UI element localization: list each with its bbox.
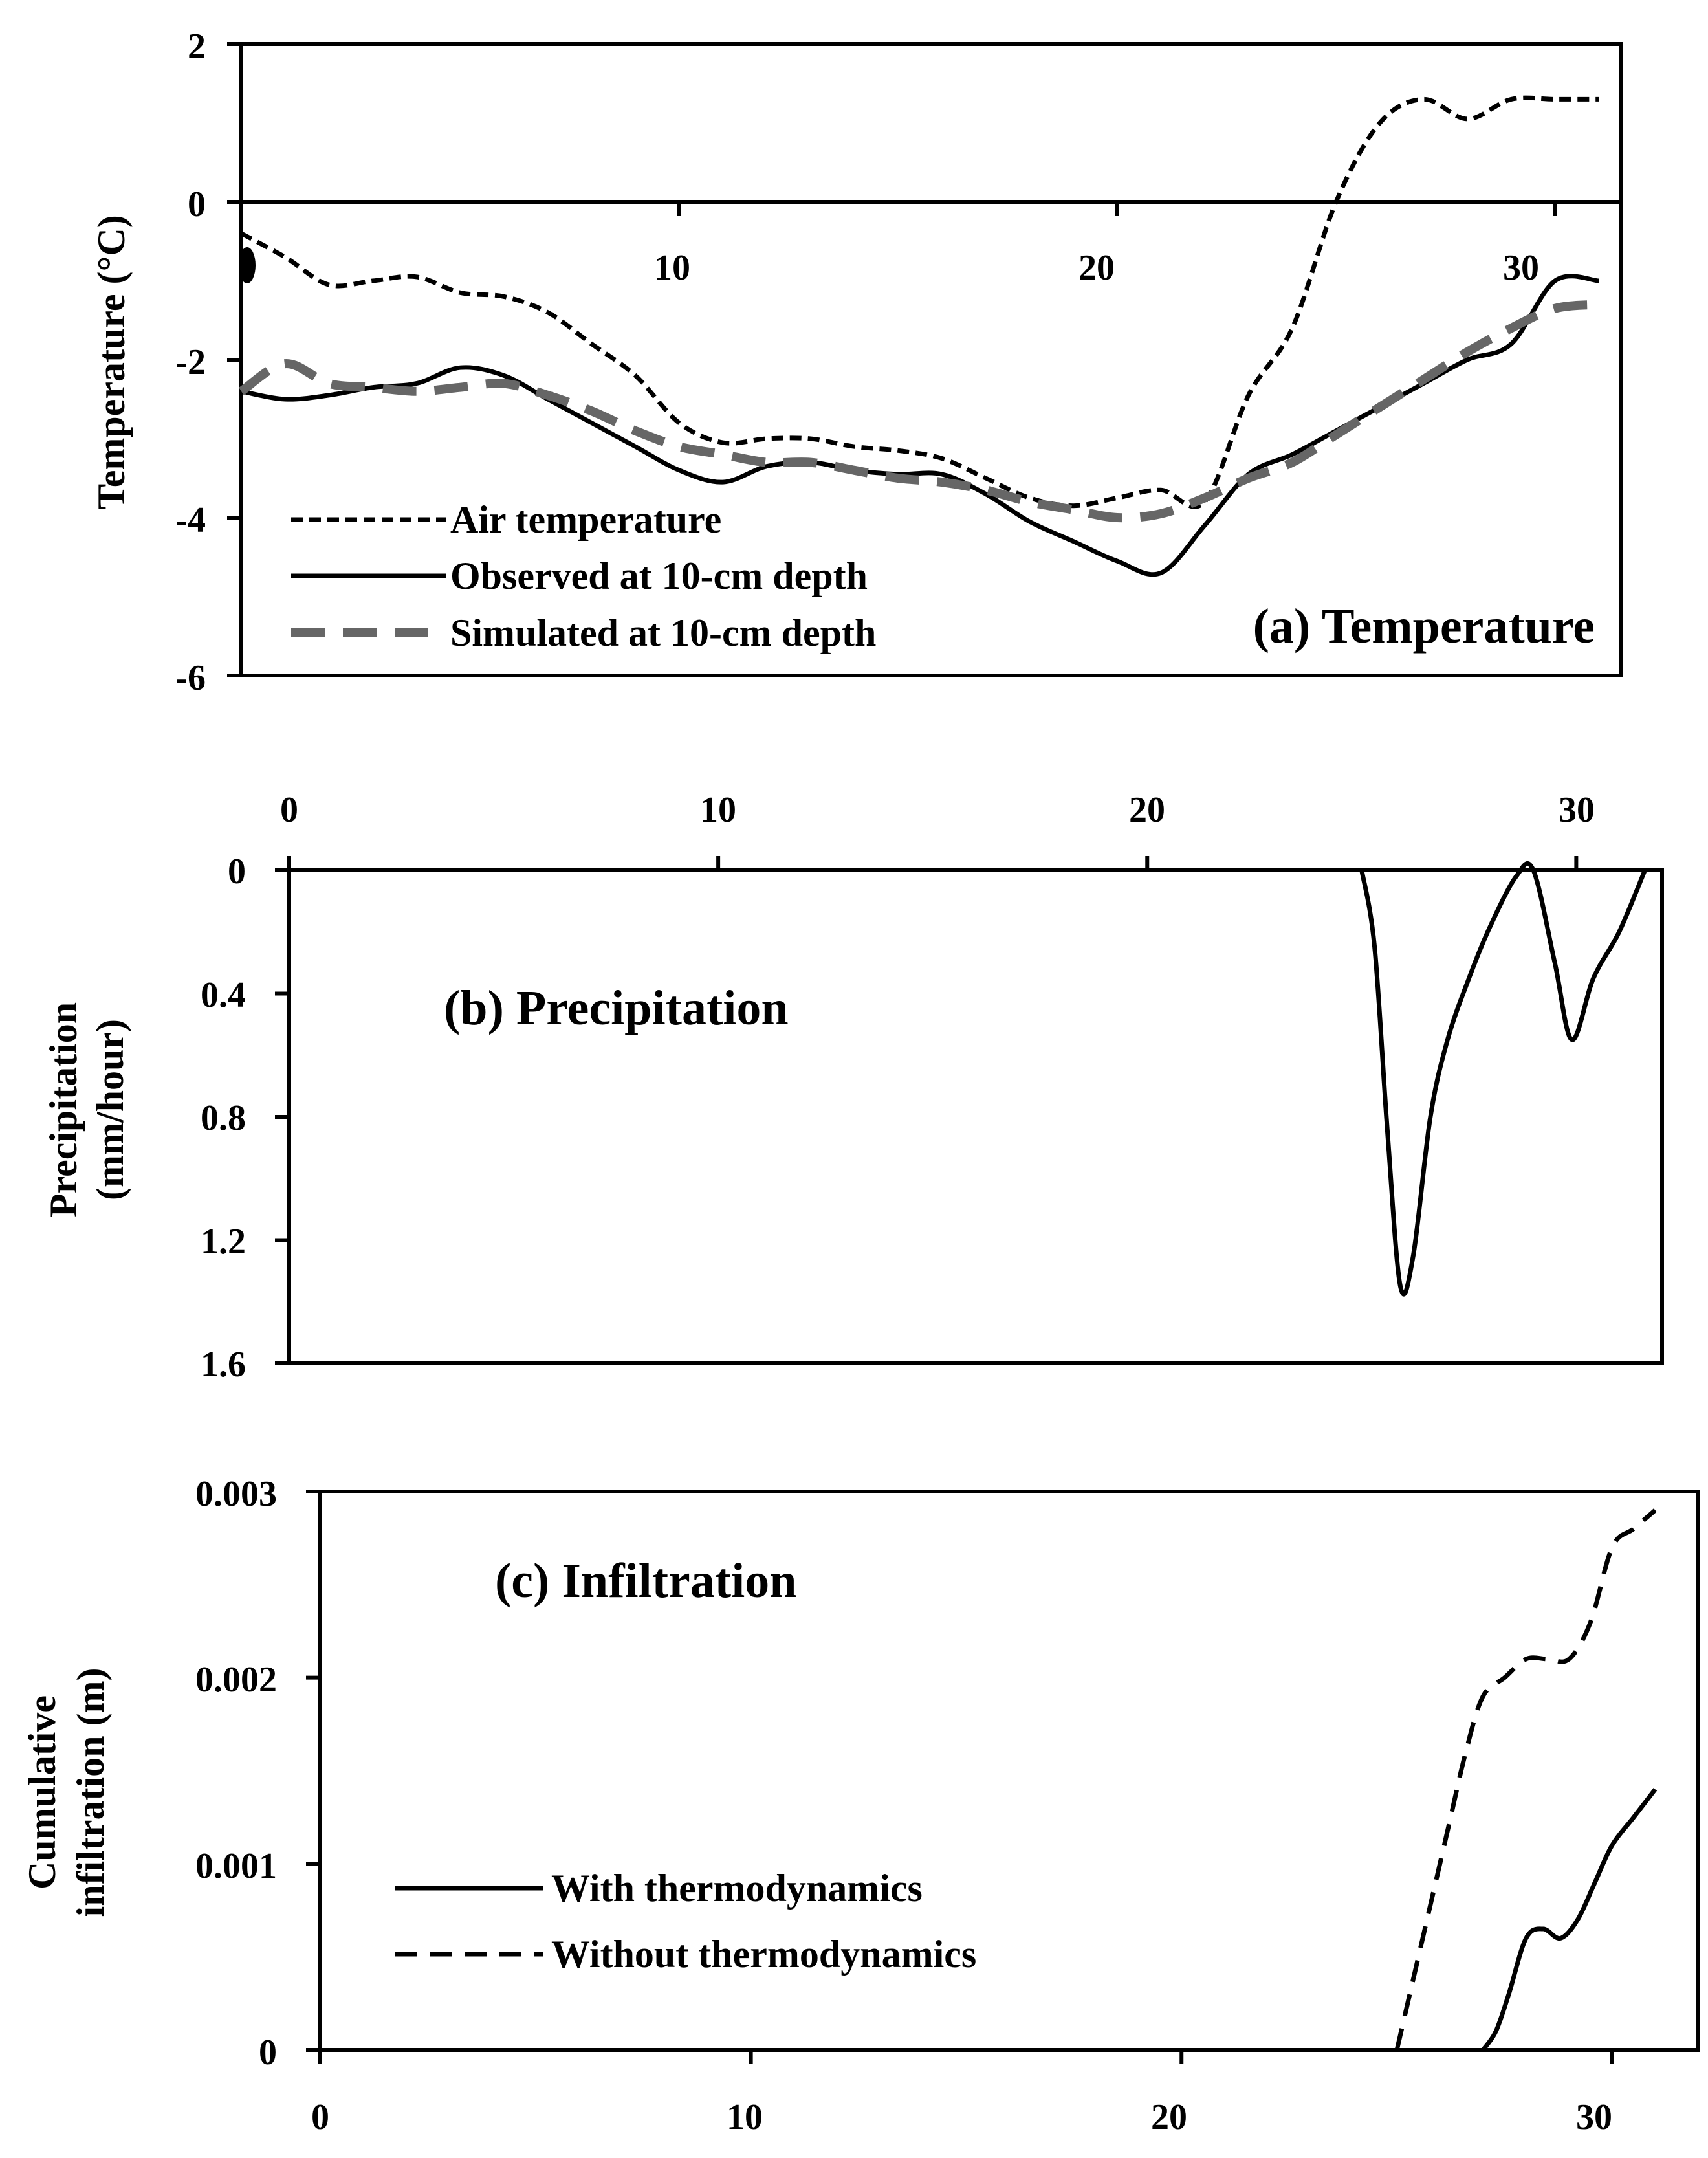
panel-c-ytick-label: 0.001 [195,1846,277,1886]
panel-c-title: (c) Infiltration [495,1554,796,1608]
legend-label-observed: Observed at 10-cm depth [450,555,868,597]
panel-c-infiltration: 0.003 0.002 0.001 0 0 10 20 30 Cumulativ… [21,1474,1700,2137]
series-line-simulated-at-10-cm-depth [238,300,1599,523]
panel-c-xtick-label: 10 [727,2097,763,2137]
panel-b-ylabel: (mm/hour) [89,1019,131,1200]
panel-b-xtick-label: 10 [700,790,736,830]
panel-c-ylabel: infiltration (m) [69,1668,112,1917]
panel-a-xtick-label: 20 [1078,248,1115,288]
panel-c-plot-frame [318,1490,1700,2052]
panel-b-ytick-label: 1.2 [201,1222,246,1262]
panel-b-ytick-label: 0.4 [201,975,246,1015]
series-line-observed-at-10-cm-depth [241,274,1599,577]
panel-b-xtick-label: 20 [1129,790,1165,830]
panel-b-ytick-label: 0 [228,852,246,892]
panel-b-ytick-label: 0.8 [201,1098,246,1138]
panel-a-plot-frame [239,42,1623,677]
panel-a-ytick-label: -2 [175,342,206,382]
panel-c-xtick-label: 30 [1576,2097,1612,2137]
panel-a-ylabel: Temperature (°C) [90,215,133,510]
panel-a-temperature: 2 0 -2 -4 -6 10 20 30 Temperature (°C) A… [90,27,1623,698]
panel-b-ylabel: Precipitation [42,1002,85,1217]
panel-a-xtick-label: 30 [1503,248,1539,288]
panel-b-xtick-label: 30 [1559,790,1595,830]
panel-a-title: (a) Temperature [1253,599,1595,654]
panel-b-plot-frame [287,868,1664,1365]
series-line-air-temperature [240,95,1599,509]
panel-c-ytick-label: 0 [259,2032,277,2073]
series-line-without-thermodynamics [1394,1508,1657,2051]
panel-c-ytick-label: 0.002 [195,1660,277,1700]
legend-label-simulated: Simulated at 10-cm depth [450,611,876,654]
legend-label-air-temperature: Air temperature [450,498,721,541]
panel-b-title: (b) Precipitation [444,981,789,1035]
panel-c-ticks [306,1490,1614,2064]
panel-a-xtick-label: 10 [654,248,690,288]
panel-b-precipitation: 0 10 20 30 0 0.4 0.8 1.2 1.6 Precipitati… [42,790,1664,1385]
panel-c-ytick-label: 0.003 [195,1474,277,1514]
panel-b-xtick-label: 0 [280,790,298,830]
panel-a-axis-marker [239,247,256,283]
panel-a-series [238,95,1599,577]
panel-a-ytick-label: 0 [188,184,206,225]
panel-a-ytick-label: 2 [188,27,206,67]
panel-b-series [1359,861,1647,1297]
panel-b-ytick-label: 1.6 [201,1345,246,1385]
panel-c-xtick-label: 0 [311,2097,329,2137]
panel-c-ylabel: Cumulative [21,1695,63,1889]
panel-a-ticks [227,42,1557,677]
panel-b-ticks [275,856,1579,1365]
panel-a-ytick-label: -6 [175,658,206,698]
legend-label-with-thermodynamics: With thermodynamics [551,1867,923,1910]
legend-label-without-thermodynamics: Without thermodynamics [551,1933,976,1976]
panel-c-xtick-label: 20 [1151,2097,1187,2137]
series-line-with-thermodynamics [1481,1788,1658,2052]
panel-a-ytick-label: -4 [175,500,206,540]
series-line-precipitation [1359,861,1647,1297]
panel-c-series [1394,1508,1658,2052]
